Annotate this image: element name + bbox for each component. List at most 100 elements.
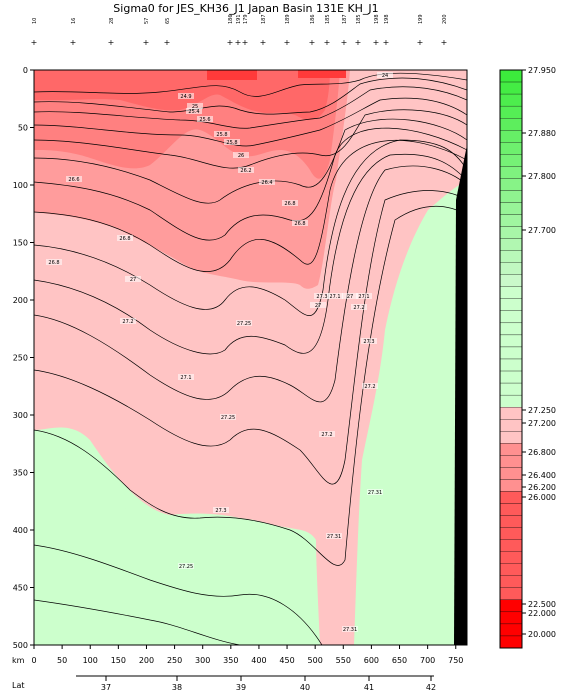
y-tick-label: 200 bbox=[13, 296, 28, 305]
x-tick-label: 50 bbox=[57, 656, 67, 665]
contour-line bbox=[34, 97, 467, 147]
colorbar-swatch bbox=[499, 587, 523, 600]
y-tick-label: 350 bbox=[13, 469, 28, 478]
station-marker: + bbox=[108, 38, 115, 47]
contour-label: 26.8 bbox=[48, 260, 59, 266]
colorbar-swatch bbox=[499, 286, 523, 299]
contour-label-bg bbox=[342, 626, 358, 632]
colorbar-swatch bbox=[499, 479, 523, 492]
contour-label-bg bbox=[213, 507, 229, 513]
colorbar: 27.950 27.880 27.800 27.700 27.250 27.200 26.8… bbox=[499, 66, 556, 649]
x-tick-label: 700 bbox=[420, 656, 435, 665]
colorbar-label: 26.800 bbox=[528, 448, 556, 457]
contour-line bbox=[34, 599, 241, 645]
contour-label-bg bbox=[259, 179, 275, 185]
station-label: 16 bbox=[71, 18, 77, 24]
colorbar-label: 26.000 bbox=[528, 493, 556, 502]
contour-line bbox=[34, 127, 467, 241]
surface-patch-2 bbox=[298, 70, 346, 78]
contour-line bbox=[34, 205, 467, 566]
colorbar-swatch bbox=[499, 346, 523, 360]
contour-label-bg bbox=[186, 108, 202, 114]
colorbar-label: 20.000 bbox=[528, 630, 556, 639]
y-tick-label: 100 bbox=[13, 181, 28, 190]
colorbar-swatch bbox=[499, 382, 523, 396]
contour-line bbox=[34, 139, 467, 316]
x-tick-label: 200 bbox=[139, 656, 154, 665]
station-marker: + bbox=[164, 38, 171, 47]
x-tick-label: 750 bbox=[448, 656, 463, 665]
colorbar-swatch bbox=[499, 298, 523, 311]
contour-label: 25.6 bbox=[199, 117, 210, 123]
y-tick-label: 150 bbox=[13, 239, 28, 248]
contour-label-bg bbox=[319, 431, 335, 437]
station-marker: + bbox=[309, 38, 316, 47]
contour-line bbox=[34, 153, 467, 355]
colorbar-swatch bbox=[499, 166, 523, 179]
station-marker: + bbox=[373, 38, 380, 47]
contour-label-bg bbox=[117, 235, 133, 241]
contour-label-bg bbox=[342, 293, 358, 299]
colorbar-swatch bbox=[499, 539, 523, 552]
colorbar-swatch bbox=[499, 370, 523, 384]
colorbar-swatch bbox=[499, 623, 523, 637]
contour-label: 27.2 bbox=[364, 384, 375, 390]
station-marker: + bbox=[242, 38, 249, 47]
contour-label-bg bbox=[292, 220, 308, 226]
colorbar-swatch bbox=[499, 455, 523, 468]
contour-label: 27 bbox=[315, 303, 321, 309]
contour-label: 27.2 bbox=[321, 432, 332, 438]
contour-label-bg bbox=[314, 293, 330, 299]
contour-label-bg bbox=[351, 304, 367, 310]
contour-label: 26.8 bbox=[119, 236, 130, 242]
contour-label: 27.2 bbox=[122, 319, 133, 325]
station-label: 199 bbox=[418, 14, 424, 24]
station-marker: + bbox=[441, 38, 448, 47]
colorbar-swatch bbox=[499, 142, 523, 155]
colorbar-label: 22.500 bbox=[528, 600, 556, 609]
lat-tick-label: 38 bbox=[172, 683, 182, 692]
contour-label: 27.31 bbox=[327, 534, 341, 540]
y-tick-label: 500 bbox=[13, 641, 28, 650]
lat-tick-label: 39 bbox=[236, 683, 246, 692]
station-marker: + bbox=[324, 38, 331, 47]
colorbar-swatch bbox=[499, 202, 523, 215]
station-label: 200 bbox=[442, 14, 448, 24]
contour-line bbox=[34, 109, 467, 169]
colorbar-swatch bbox=[499, 214, 523, 227]
contour-label: 27.1 bbox=[358, 294, 369, 300]
y-tick-label: 50 bbox=[18, 124, 28, 133]
colorbar-swatch bbox=[499, 563, 523, 576]
station-label: 185 bbox=[325, 14, 331, 24]
contour-label: 26.6 bbox=[68, 177, 79, 183]
contour-label-bg bbox=[236, 320, 252, 326]
station-marker: + bbox=[417, 38, 424, 47]
contour-label: 27.1 bbox=[180, 375, 191, 381]
lat-tick-label: 37 bbox=[101, 683, 111, 692]
lat-tick-label: 41 bbox=[364, 683, 374, 692]
contour-label: 27.25 bbox=[179, 564, 193, 570]
colorbar-label: 27.200 bbox=[528, 419, 556, 428]
station-label: 185 bbox=[356, 14, 362, 24]
contour-label-bg bbox=[46, 259, 62, 265]
contour-label-bg bbox=[238, 167, 254, 173]
station-marker: + bbox=[355, 38, 362, 47]
contour-label-bg bbox=[125, 276, 141, 282]
region-27-3-left bbox=[34, 430, 320, 645]
colorbar-swatch bbox=[499, 274, 523, 287]
distance-axis: 0 50 100 150 200 250 300 350 400 450 500 550 600 650 7… bbox=[31, 645, 463, 665]
colorbar-swatch bbox=[499, 443, 523, 456]
contour-label-bg bbox=[356, 293, 372, 299]
colorbar-label: 26.400 bbox=[528, 471, 556, 480]
contour-label-bg bbox=[326, 533, 342, 539]
contour-label: 27.25 bbox=[237, 321, 251, 327]
x-tick-label: 300 bbox=[195, 656, 210, 665]
colorbar-swatch bbox=[499, 154, 523, 167]
colorbar-label: 27.880 bbox=[528, 129, 556, 138]
contour-label: 25.8 bbox=[226, 140, 237, 146]
contour-label: 25.8 bbox=[216, 132, 227, 138]
x-tick-label: 550 bbox=[336, 656, 351, 665]
y-tick-label: 400 bbox=[13, 526, 28, 535]
colorbar-swatch bbox=[499, 105, 523, 119]
